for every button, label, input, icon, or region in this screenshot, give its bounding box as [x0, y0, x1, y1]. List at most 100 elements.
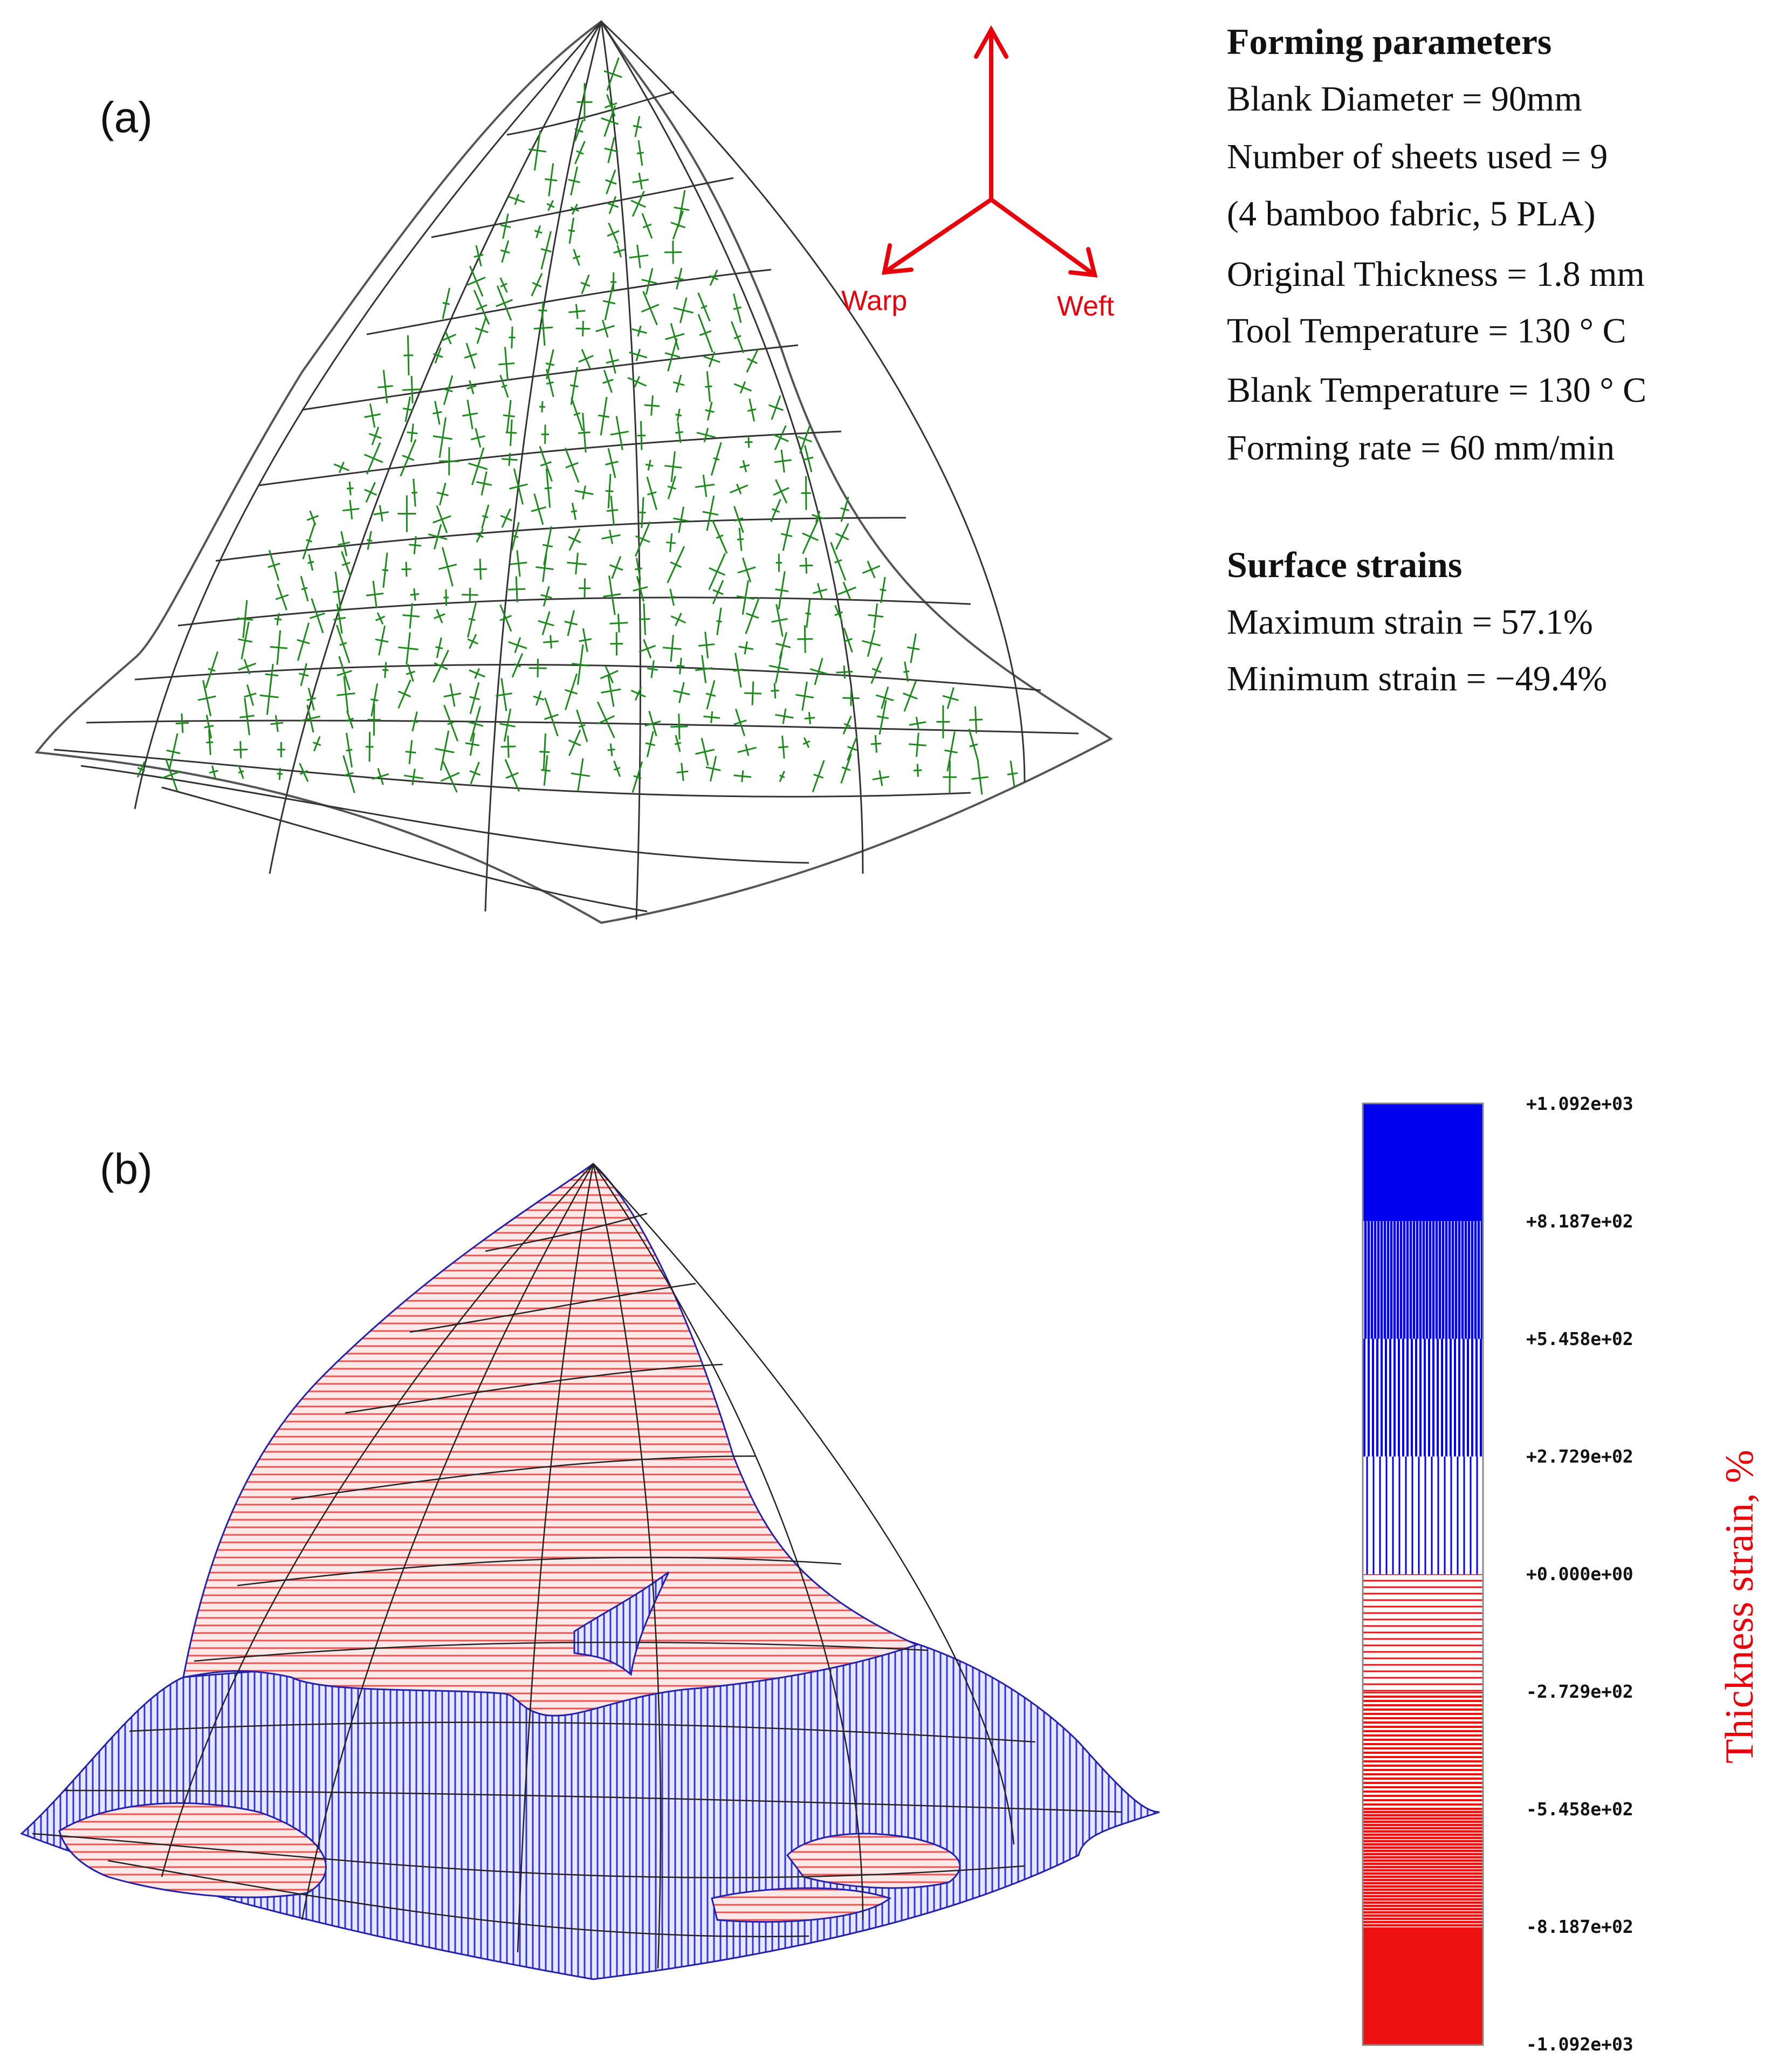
colorbar-title: Thickness strain, % — [1718, 1450, 1762, 1764]
strain-mark — [570, 207, 579, 212]
strain-mark — [538, 620, 554, 627]
strain-mark — [346, 717, 354, 722]
strain-mark — [837, 586, 857, 595]
strain-mark — [647, 668, 658, 671]
strain-mark — [733, 668, 744, 672]
strain-mark — [666, 541, 676, 544]
colorbar-tick: -5.458e+02 — [1526, 1799, 1633, 1820]
strain-mark — [467, 638, 478, 645]
strain-mark — [238, 662, 256, 671]
strain-mark — [597, 715, 615, 725]
surface-b-negative-region — [182, 1163, 919, 1717]
strain-mark — [645, 463, 654, 467]
strain-mark — [880, 588, 887, 592]
strain-mark — [512, 534, 519, 538]
strain-mark — [402, 407, 413, 411]
strain-mark — [333, 616, 346, 621]
strain-mark — [942, 695, 959, 701]
strain-mark — [773, 486, 790, 496]
strain-mark — [407, 431, 418, 435]
strain-mark — [534, 230, 543, 234]
strain-mark — [572, 662, 589, 667]
strain-mark — [265, 673, 279, 677]
colorbar-tick: +8.187e+02 — [1526, 1211, 1633, 1232]
strain-mark — [496, 299, 513, 307]
vertical-arrowhead — [974, 25, 1008, 59]
strain-mark — [405, 751, 416, 754]
strain-mark — [605, 179, 617, 185]
strain-mark — [161, 770, 182, 779]
strain-mark — [768, 664, 789, 671]
colorbar-band — [1363, 1574, 1483, 1692]
strain-mark — [670, 561, 682, 568]
strain-mark — [696, 431, 716, 438]
strain-mark — [568, 739, 581, 746]
strain-mark — [775, 642, 791, 648]
strain-mark — [665, 333, 685, 340]
strain-mark — [465, 742, 480, 746]
strain-mark — [239, 715, 255, 718]
strain-mark — [739, 464, 750, 469]
strain-mark — [270, 722, 284, 725]
strain-mark — [502, 458, 518, 461]
strain-mark — [609, 564, 623, 571]
strain-mark — [631, 328, 647, 334]
strain-mark — [312, 741, 321, 746]
strain-mark — [738, 646, 754, 650]
panel-a-label: (a) — [100, 93, 153, 141]
strain-mark — [737, 566, 756, 574]
colorbar-band — [1363, 1103, 1483, 1222]
strain-mark — [705, 766, 721, 771]
strain-mark — [500, 283, 507, 287]
strain-mark — [698, 643, 715, 647]
weft-arrowhead — [1068, 247, 1098, 278]
strain-mark — [613, 249, 626, 254]
strain-mark — [403, 774, 424, 779]
strain-mark — [747, 408, 757, 412]
strain-mark — [733, 335, 742, 340]
strain-mark — [428, 533, 448, 540]
strain-mark — [799, 564, 813, 567]
weft-label: Weft — [1057, 291, 1115, 322]
strain-mark — [482, 515, 489, 518]
strain-mark — [633, 586, 648, 592]
strain-mark — [500, 514, 513, 522]
strain-mark — [601, 117, 619, 125]
strain-mark — [567, 561, 587, 566]
strain-mark — [333, 463, 350, 471]
strain-mark — [238, 770, 244, 774]
strain-mark — [447, 721, 455, 725]
strain-mark — [406, 670, 416, 675]
strain-mark — [342, 507, 360, 512]
strain-mark — [333, 589, 344, 593]
strain-mark — [644, 720, 661, 727]
strain-mark — [695, 749, 715, 755]
strain-mark — [705, 409, 715, 413]
strain-mark — [802, 740, 811, 745]
strain-mark — [778, 746, 788, 749]
strain-mark — [613, 766, 621, 771]
strain-mark — [733, 719, 747, 725]
strain-mark — [701, 305, 708, 309]
strain-mark — [338, 541, 351, 546]
strain-mark — [632, 179, 649, 183]
strain-mark — [540, 461, 552, 466]
strain-mark — [747, 358, 758, 365]
strain-mark — [716, 534, 724, 539]
strain-mark — [871, 668, 882, 673]
strain-mark — [630, 689, 646, 698]
strain-mark — [544, 713, 559, 721]
strain-mark — [637, 152, 644, 155]
strain-mark — [669, 595, 675, 599]
strain-mark — [641, 279, 657, 284]
strain-mark — [509, 196, 525, 203]
strain-mark — [676, 664, 685, 668]
strain-mark — [411, 719, 418, 723]
strain-mark — [443, 692, 462, 698]
strain-mark — [462, 412, 478, 417]
strain-mark — [604, 147, 619, 153]
strain-mark — [1007, 772, 1018, 776]
strain-mark — [473, 568, 488, 571]
colorbar-band — [1363, 1927, 1483, 2045]
strain-mark — [647, 491, 657, 496]
